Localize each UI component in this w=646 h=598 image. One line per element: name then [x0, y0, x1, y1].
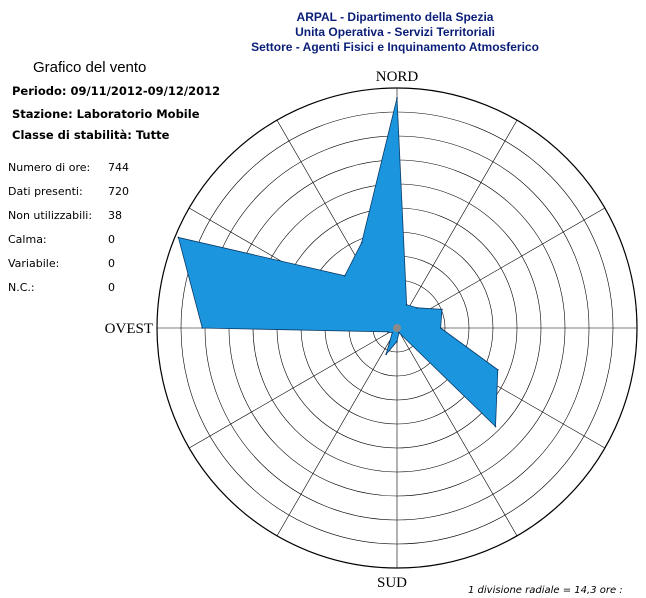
stat-label: N.C.: [8, 281, 35, 294]
stat-value: 720 [108, 185, 129, 198]
grid-spoke [276, 327, 398, 536]
data-point [396, 97, 398, 99]
stat-label: Dati presenti: [8, 185, 83, 198]
wind-series [177, 97, 499, 428]
chart-title: Grafico del vento [33, 59, 147, 76]
data-point [386, 331, 389, 333]
stability-class-label: Classe di stabilità: Tutte [12, 128, 170, 142]
grid-spoke [396, 207, 605, 329]
stat-value: 0 [108, 281, 115, 294]
data-point [494, 425, 497, 428]
data-point [439, 327, 442, 329]
stat-label: Variabile: [8, 257, 60, 270]
stat-label: Non utilizzabili: [8, 209, 93, 222]
period-label: Periodo: 09/11/2012-09/12/2012 [12, 84, 221, 98]
data-point [398, 331, 400, 334]
data-point [416, 307, 418, 309]
stat-value: 38 [108, 209, 122, 222]
header-unit: Unita Operativa - Servizi Territoriali [295, 25, 495, 39]
data-point [343, 274, 346, 277]
data-point [201, 327, 204, 329]
compass-label-west: OVEST [105, 321, 153, 337]
compass-label-south: SUD [377, 575, 407, 591]
data-point [405, 303, 408, 306]
stat-label: Numero di ore: [8, 161, 91, 174]
data-point [496, 368, 499, 371]
data-point [391, 331, 394, 334]
data-point [396, 340, 398, 343]
data-point [385, 353, 387, 356]
header-organization: ARPAL - Dipartimento della Spezia [296, 10, 494, 24]
grid-spoke [188, 327, 398, 449]
stat-value: 0 [108, 233, 115, 246]
center-point [393, 324, 401, 332]
header-sector: Settore - Agenti Fisici e Inquinamento A… [251, 40, 539, 54]
radial-scale-note: 1 divisione radiale = 14,3 ore : [468, 585, 623, 596]
wind-polygon [177, 97, 499, 428]
data-point [360, 241, 363, 244]
data-point [441, 308, 443, 311]
grid-spoke [396, 120, 518, 329]
grid-spoke [396, 327, 518, 536]
data-point [177, 236, 180, 239]
stat-value: 744 [108, 161, 129, 174]
stat-value: 0 [108, 257, 115, 270]
station-label: Stazione: Laboratorio Mobile [12, 107, 200, 121]
stat-label: Calma: [8, 233, 47, 246]
compass-label-north: NORD [376, 69, 419, 85]
